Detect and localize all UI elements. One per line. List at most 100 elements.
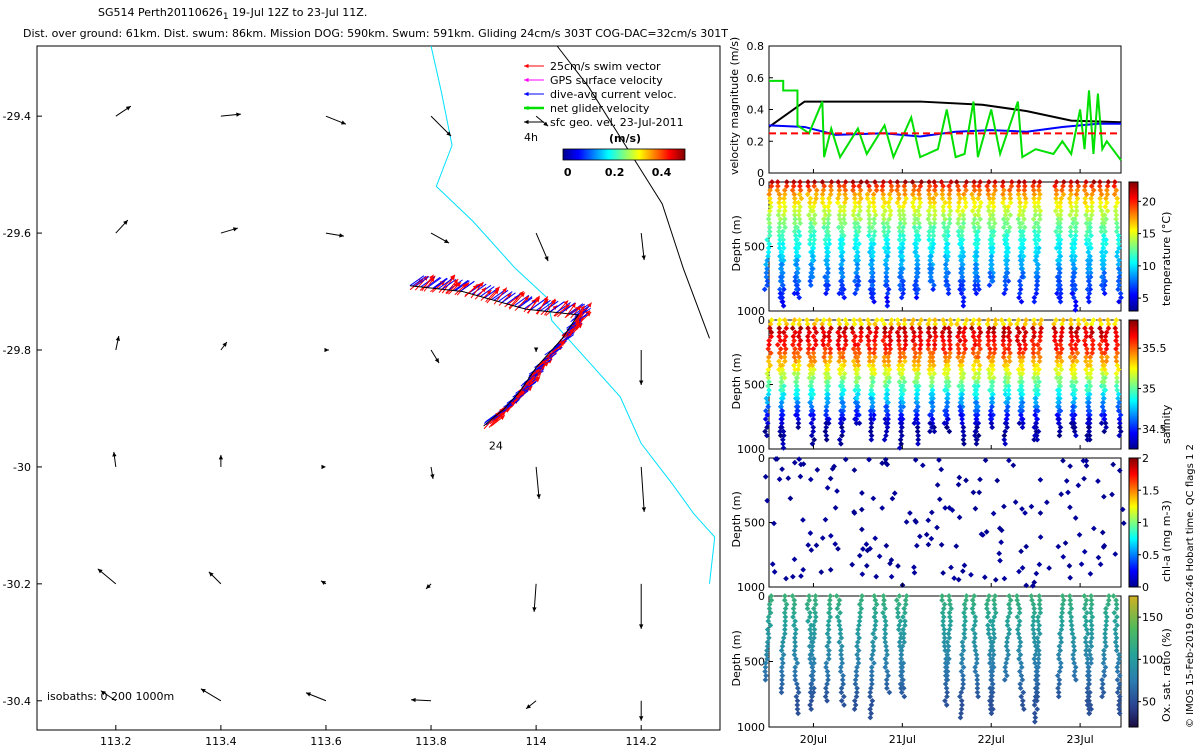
temperature-point bbox=[779, 253, 786, 260]
temperature-point bbox=[931, 282, 937, 289]
temperature-ylabel: Depth (m) bbox=[730, 215, 743, 271]
legend-arrow-4-head bbox=[524, 119, 529, 125]
temperature-point bbox=[896, 203, 903, 210]
temperature-point bbox=[986, 282, 993, 289]
temperature-point bbox=[929, 249, 935, 256]
temperature-point bbox=[871, 241, 877, 247]
temperature-point bbox=[869, 265, 876, 272]
temperature-point bbox=[909, 191, 916, 198]
temperature-point bbox=[776, 241, 783, 247]
temperature-point bbox=[1067, 224, 1074, 231]
temperature-point bbox=[811, 228, 818, 235]
temperature-point bbox=[942, 199, 948, 206]
temperature-point bbox=[973, 257, 979, 264]
temperature-point bbox=[972, 261, 979, 268]
temperature-point bbox=[974, 220, 981, 227]
legend-arrow-0-head bbox=[524, 63, 529, 69]
temperature-point bbox=[852, 290, 858, 297]
temperature-point bbox=[960, 216, 967, 222]
dac-vector bbox=[543, 300, 559, 312]
temperature-point bbox=[791, 191, 798, 198]
temperature-point bbox=[976, 286, 982, 293]
temperature-point bbox=[1057, 265, 1063, 272]
current-vector bbox=[640, 233, 645, 261]
salinity-colorbar bbox=[1128, 319, 1139, 450]
swim-vector-head bbox=[557, 345, 563, 351]
chl-a-ylabel: Depth (m) bbox=[730, 491, 743, 547]
temperature-point bbox=[999, 183, 1006, 189]
map-ytick-label: -29.4 bbox=[3, 110, 31, 123]
swim-vector-head bbox=[567, 332, 573, 337]
temperature-point bbox=[791, 228, 798, 235]
temperature-point bbox=[1060, 191, 1067, 198]
temperature-point bbox=[1004, 232, 1010, 239]
temperature-point bbox=[798, 195, 805, 202]
temperature-point bbox=[821, 203, 828, 210]
dac-vector bbox=[409, 275, 425, 287]
temperature-point bbox=[896, 274, 903, 280]
temperature-point bbox=[1001, 195, 1007, 202]
isobaths-label: isobaths: 0 200 1000m bbox=[47, 690, 174, 703]
temperature-point bbox=[805, 179, 811, 185]
temperature-point bbox=[1072, 224, 1079, 231]
temperature-point bbox=[838, 261, 845, 268]
temperature-point bbox=[1000, 224, 1007, 231]
current-vector bbox=[640, 466, 645, 512]
temperature-point bbox=[1021, 179, 1028, 185]
dac-vector bbox=[459, 281, 475, 292]
temperature-point bbox=[779, 232, 785, 239]
velocity-ytick-label: 0.2 bbox=[747, 135, 765, 148]
temperature-point bbox=[782, 203, 788, 210]
temperature-point bbox=[927, 261, 933, 268]
temperature-point bbox=[1056, 249, 1063, 256]
temperature-point bbox=[842, 187, 849, 194]
temperature-point bbox=[1057, 212, 1064, 218]
temperature-point bbox=[812, 220, 818, 227]
temperature-point bbox=[766, 220, 773, 227]
temperature-point bbox=[780, 236, 787, 243]
temperature-point bbox=[955, 220, 961, 227]
temperature-point bbox=[1072, 307, 1079, 313]
current-vector-head bbox=[222, 342, 227, 347]
temperature-point bbox=[869, 253, 876, 260]
temperature-point bbox=[880, 203, 887, 210]
temperature-point bbox=[780, 245, 787, 251]
temperature-point bbox=[945, 241, 951, 247]
temperature-point bbox=[976, 187, 983, 194]
temperature-point bbox=[807, 203, 814, 210]
temperature-point bbox=[813, 187, 820, 194]
temperature-point bbox=[767, 199, 774, 206]
temperature-point bbox=[945, 286, 952, 293]
temperature-point bbox=[885, 286, 892, 293]
temperature-point bbox=[977, 216, 983, 222]
velocity-series-2 bbox=[769, 79, 1122, 161]
temperature-point bbox=[902, 187, 908, 194]
map-xtick-label: 113.6 bbox=[310, 735, 342, 748]
dac-vector bbox=[414, 276, 430, 287]
temperature-point bbox=[1017, 282, 1024, 289]
temperature-point bbox=[1068, 253, 1075, 260]
temperature-point bbox=[871, 228, 878, 235]
temperature-point bbox=[811, 236, 818, 243]
temperature-point bbox=[807, 278, 814, 284]
temperature-point bbox=[853, 253, 860, 260]
swim-vector-head bbox=[534, 377, 540, 383]
dac-vector bbox=[549, 301, 565, 313]
temperature-point bbox=[1037, 208, 1044, 214]
temperature-point bbox=[782, 224, 788, 231]
current-vector-head bbox=[232, 227, 238, 232]
temperature-point bbox=[824, 278, 831, 284]
temperature-point bbox=[1002, 274, 1009, 280]
temperature-point bbox=[1019, 220, 1025, 227]
temperature-point bbox=[825, 216, 831, 222]
temperature-point bbox=[946, 183, 952, 189]
temperature-point bbox=[841, 208, 847, 214]
temperature-point bbox=[1069, 208, 1075, 214]
temperature-point bbox=[960, 220, 967, 227]
temperature-point bbox=[928, 253, 934, 260]
temperature-point bbox=[870, 191, 877, 198]
temperature-point bbox=[1016, 179, 1022, 185]
temperature-point bbox=[1037, 216, 1043, 222]
temperature-point bbox=[1031, 191, 1038, 198]
temperature-point bbox=[1060, 183, 1066, 189]
